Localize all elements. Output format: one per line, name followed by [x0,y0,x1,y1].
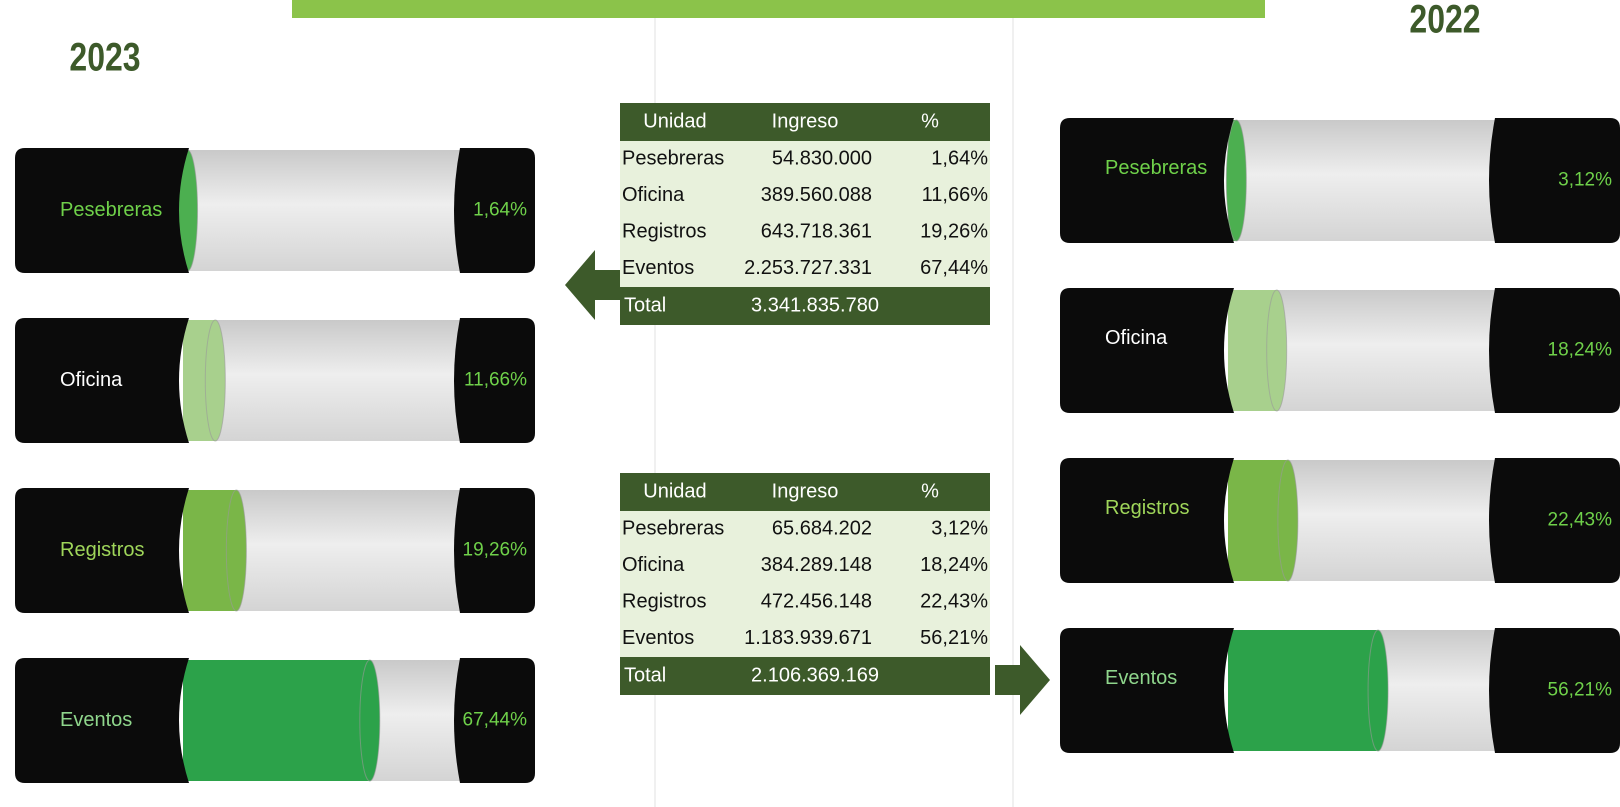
table-total-cell: 3.341.835.780 [751,294,879,316]
bar-left-end [15,658,189,783]
table-total-cell: Total [624,294,666,316]
table-header [620,473,990,511]
bar-left-end [1060,288,1234,413]
table-cell: 54.830.000 [772,148,872,170]
bar-label: Eventos [60,709,132,731]
table-cell: 11,66% [922,184,989,206]
bar-track [183,150,460,271]
table-cell: 65.684.202 [772,518,872,540]
table-cell: 2.253.727.331 [744,257,872,279]
bar-left-end [15,488,189,613]
bar-value-label: 67,44% [463,710,528,731]
table-cell: 1.183.939.671 [744,627,872,649]
table-header-cell: Unidad [643,110,706,132]
bar-fill [183,660,370,781]
bar-value-label: 11,66% [464,370,527,391]
bar-label: Registros [60,539,144,561]
bar-right-end [454,658,535,783]
bar-cap [1367,629,1389,752]
year: 2023 [69,34,140,79]
table-cell: 22,43% [920,591,988,613]
bar-cap [204,319,226,442]
table-cell: Registros [622,221,706,243]
bar-fill [1228,630,1379,751]
table-cell: 389.560.088 [761,184,872,206]
table-header-cell: % [921,110,939,132]
bar-cap [1266,289,1288,412]
table-cell: Registros [622,591,706,613]
year: 2022 [1409,0,1480,41]
bar-left-end [1060,458,1234,583]
bar-left-end [1060,118,1234,243]
table-cell: 3,12% [931,518,988,540]
bar-label: Pesebreras [1105,157,1207,179]
bar-track [1228,120,1495,241]
bar-label: Pesebreras [60,199,162,221]
bar-label: Oficina [1105,327,1168,349]
table-header [620,103,990,141]
arrow-right [995,645,1050,715]
bar-value-label: 19,26% [463,540,528,561]
bar-value-label: 18,24% [1548,340,1613,361]
table-cell: 472.456.148 [761,591,872,613]
table-cell: Eventos [622,627,694,649]
table-cell: 1,64% [931,148,988,170]
bar-track [183,320,460,441]
table-header-cell: % [921,480,939,502]
table-total [620,657,990,695]
table-total [620,287,990,325]
arrow-left [565,250,620,320]
table-cell: Pesebreras [622,148,724,170]
table-cell: Pesebreras [622,518,724,540]
bar-right-end [454,148,535,273]
bar-cap [359,659,381,782]
bar-cap [1225,119,1247,242]
table-header-cell: Ingreso [772,110,839,132]
bar-value-label: 1,64% [473,200,527,221]
table-total-cell: Total [624,664,666,686]
bar-label: Oficina [60,369,123,391]
table-cell: 643.718.361 [761,221,872,243]
table-total-cell: 2.106.369.169 [751,664,879,686]
table-cell: 18,24% [920,554,988,576]
bar-right-end [1489,118,1620,243]
bar-right-end [1489,458,1620,583]
table-cell: 67,44% [920,257,988,279]
bar-right-end [1489,628,1620,753]
table-cell: Oficina [622,184,685,206]
table-cell: 19,26% [920,221,988,243]
table-header-cell: Unidad [643,480,706,502]
bar-label: Eventos [1105,667,1177,689]
table-cell: Eventos [622,257,694,279]
table-header-cell: Ingreso [772,480,839,502]
bar-value-label: 3,12% [1558,170,1612,191]
bar-right-end [454,318,535,443]
bar-cap [225,489,247,612]
bar-left-end [15,148,189,273]
title-banner [292,0,1265,18]
table-cell: 384.289.148 [761,554,872,576]
bar-cap [1277,459,1299,582]
table-cell: 56,21% [920,627,988,649]
table-cell: Oficina [622,554,685,576]
bar-right-end [454,488,535,613]
bar-right-end [1489,288,1620,413]
bar-left-end [1060,628,1234,753]
bar-value-label: 22,43% [1548,510,1613,531]
bar-left-end [15,318,189,443]
bar-value-label: 56,21% [1548,680,1613,701]
bar-label: Registros [1105,497,1189,519]
